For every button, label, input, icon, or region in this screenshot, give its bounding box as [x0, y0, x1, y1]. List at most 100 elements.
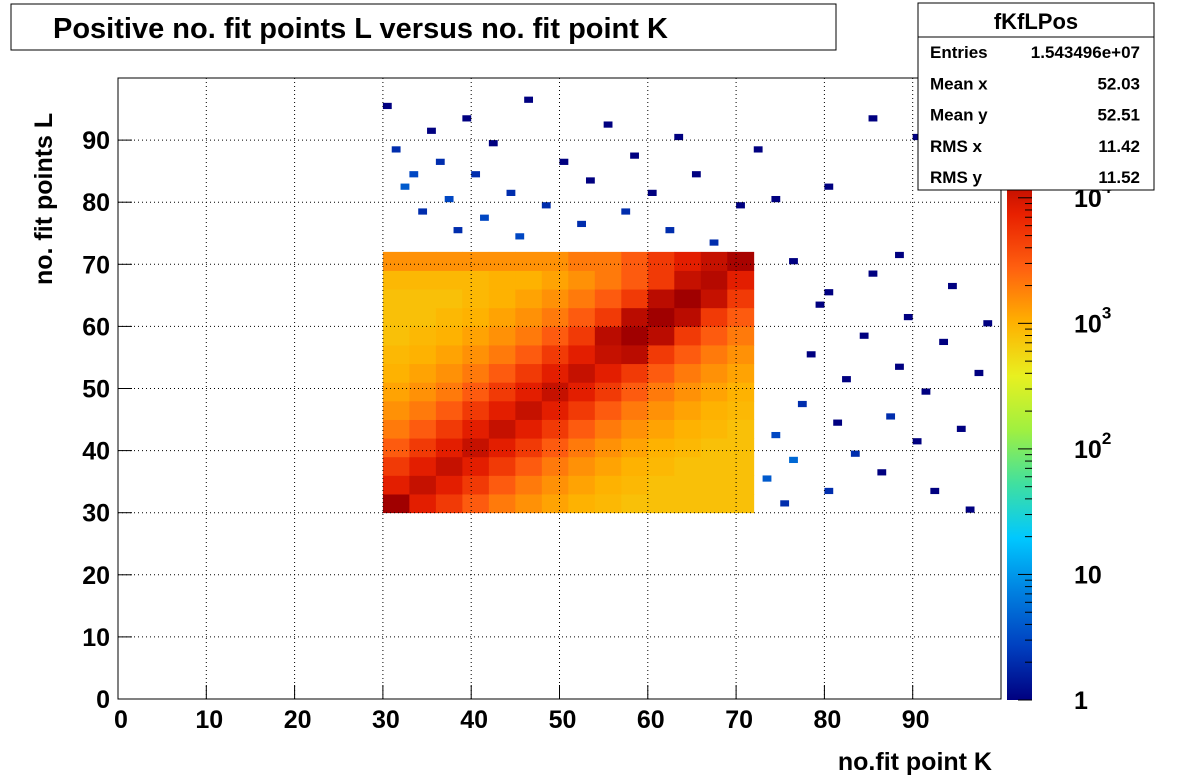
heat-cell — [824, 183, 834, 190]
heat-cell — [515, 307, 543, 327]
heat-cell — [435, 456, 463, 476]
heat-cell — [674, 382, 702, 402]
y-tick-label: 90 — [82, 127, 110, 155]
heat-cell — [647, 494, 675, 514]
heat-cell — [462, 345, 490, 365]
z-tick-base: 10 — [1074, 310, 1102, 338]
heat-cell — [700, 307, 728, 327]
heat-cell — [435, 270, 463, 290]
x-tick-label: 60 — [637, 706, 665, 734]
heat-cell — [515, 494, 543, 514]
x-tick-label: 0 — [114, 706, 128, 734]
heat-cell — [594, 494, 622, 514]
heat-cell — [382, 400, 410, 420]
heat-cell — [568, 270, 596, 290]
heat-cell — [762, 475, 772, 482]
x-tick-label: 30 — [372, 706, 400, 734]
heat-cell — [621, 289, 649, 309]
heat-cell — [700, 419, 728, 439]
color-bar — [1007, 160, 1032, 700]
heat-cell — [727, 456, 755, 476]
heat-cell — [674, 475, 702, 495]
heat-cell — [621, 363, 649, 383]
heat-cell — [568, 326, 596, 346]
heat-cell — [700, 363, 728, 383]
heat-cell — [647, 345, 675, 365]
heat-cell — [621, 345, 649, 365]
heat-cell — [647, 326, 675, 346]
x-tick-label: 80 — [813, 706, 841, 734]
heat-cell — [488, 382, 516, 402]
heat-cell — [789, 258, 798, 265]
heat-cell — [585, 177, 595, 184]
heat-cell — [709, 239, 719, 246]
heat-cell — [736, 202, 745, 209]
heat-cell — [515, 382, 543, 402]
heat-cell — [488, 270, 516, 290]
heat-cell — [674, 456, 702, 476]
stats-label: RMS y — [930, 168, 983, 187]
heat-cell — [427, 127, 436, 134]
heat-cell — [674, 307, 702, 327]
heat-cell — [541, 382, 569, 402]
heat-cell — [727, 307, 755, 327]
heat-cell — [727, 475, 755, 495]
heat-cell — [382, 270, 410, 290]
heat-cell — [621, 400, 649, 420]
heat-cell — [727, 363, 755, 383]
heat-cell — [753, 146, 763, 153]
heat-cell — [674, 326, 702, 346]
heat-cell — [621, 326, 649, 346]
heat-cell — [488, 438, 516, 458]
heat-cell — [506, 189, 516, 196]
heat-cell — [647, 475, 675, 495]
heat-cell — [594, 456, 622, 476]
heat-cell — [515, 419, 543, 439]
heat-cell — [541, 202, 551, 209]
heat-cell — [488, 251, 516, 271]
z-tick-label: 103 — [1074, 303, 1111, 338]
stats-value: 52.51 — [1097, 106, 1140, 125]
heat-cell — [647, 419, 675, 439]
heat-cell — [621, 419, 649, 439]
heat-cell — [727, 345, 755, 365]
heat-cell — [435, 400, 463, 420]
y-tick-label: 0 — [96, 686, 110, 714]
heat-cell — [691, 171, 701, 178]
heat-cell — [903, 313, 913, 321]
heat-cell — [541, 456, 569, 476]
heat-cell — [621, 494, 649, 514]
heat-cell — [541, 475, 569, 495]
heat-cell — [382, 419, 410, 439]
heat-cell — [771, 431, 781, 439]
heat-cell — [647, 307, 675, 327]
heat-cell — [621, 208, 631, 215]
heat-cell — [435, 289, 463, 309]
heat-cell — [515, 400, 543, 420]
heat-cell — [409, 382, 437, 402]
heat-cell — [409, 251, 437, 271]
heat-cell — [603, 121, 613, 128]
heat-cell — [700, 345, 728, 365]
z-tick-base: 1 — [1074, 687, 1088, 715]
heat-cell — [435, 438, 463, 458]
heat-cell — [647, 251, 675, 271]
heat-cell — [515, 363, 543, 383]
plot-frame — [117, 77, 1002, 700]
heat-cell — [568, 419, 596, 439]
stats-value: 1.543496e+07 — [1031, 43, 1140, 62]
heat-cell — [912, 133, 922, 141]
heat-cell — [462, 494, 490, 514]
heat-cell — [674, 400, 702, 420]
heat-cell — [488, 475, 516, 495]
heat-cell — [559, 158, 569, 165]
y-tick-label: 20 — [82, 562, 110, 590]
heat-cell — [391, 146, 401, 153]
heat-cell — [868, 270, 878, 277]
heat-cell — [409, 171, 419, 178]
heat-cell — [488, 345, 516, 365]
heat-cell — [382, 307, 410, 327]
heat-cell — [727, 326, 755, 346]
heat-cell — [409, 363, 437, 383]
heat-cell — [382, 251, 410, 271]
